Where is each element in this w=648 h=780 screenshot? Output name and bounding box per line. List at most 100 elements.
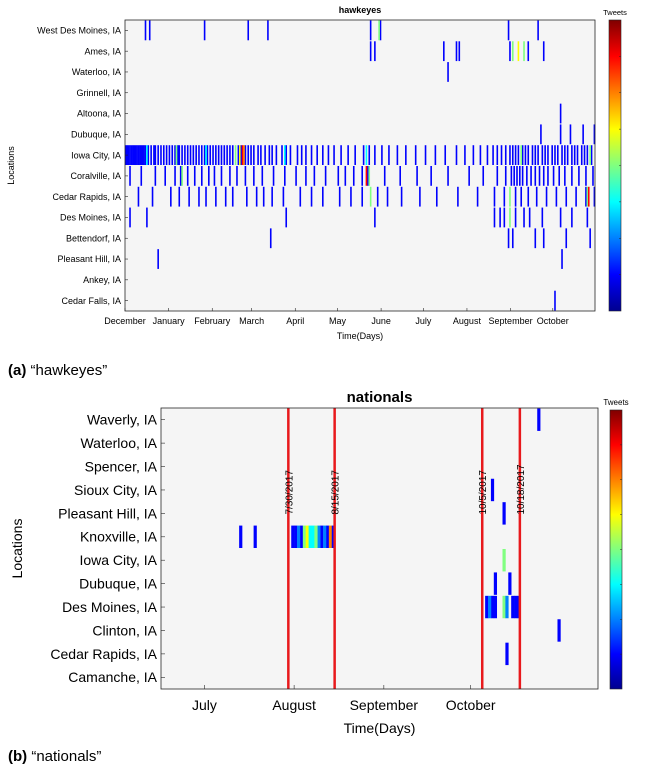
heat-cell <box>129 207 131 228</box>
heat-cell <box>244 145 247 165</box>
heat-cell <box>352 166 355 186</box>
heat-cell <box>444 145 447 165</box>
location-label: Iowa City, IA <box>71 150 121 160</box>
location-label: Waterloo, IA <box>72 67 121 77</box>
heat-cell <box>399 166 401 186</box>
heat-cell <box>150 145 152 165</box>
heat-cell <box>209 145 212 165</box>
heat-cell <box>457 186 459 207</box>
heat-cell <box>388 145 390 165</box>
month-label: August <box>272 697 316 713</box>
chart-title: nationals <box>347 389 413 406</box>
heat-cell <box>537 20 539 41</box>
event-line-label: 10/5/2017 <box>478 470 489 515</box>
heat-cell <box>281 145 283 165</box>
heat-cell <box>144 20 147 41</box>
heat-cell <box>511 145 514 165</box>
heat-cell <box>193 166 196 186</box>
heat-cell <box>369 41 372 62</box>
heat-cell <box>405 145 407 165</box>
heat-cell <box>376 186 379 207</box>
heat-cell <box>513 166 515 186</box>
colorbar-label: Tweets <box>603 398 628 407</box>
heat-cell <box>299 186 302 207</box>
heat-cell <box>291 525 295 548</box>
location-label: Ames, IA <box>84 46 121 56</box>
heat-cell <box>261 166 264 186</box>
heat-cell <box>455 41 458 62</box>
heat-cell <box>527 145 530 165</box>
heat-cell <box>323 525 327 548</box>
heat-cell <box>472 145 475 165</box>
heat-cell <box>271 145 273 165</box>
heat-cell <box>443 41 445 62</box>
heat-cell <box>538 166 541 186</box>
heat-cell <box>247 145 250 165</box>
heat-cell <box>284 145 286 165</box>
heat-cell <box>198 145 200 165</box>
heat-cell <box>340 145 342 165</box>
heat-cell <box>257 145 259 165</box>
heat-cell <box>485 595 489 619</box>
heat-cell <box>447 166 449 186</box>
heat-cell <box>488 595 492 619</box>
location-label: Dubuque, IA <box>79 576 157 592</box>
heat-cell <box>455 145 458 165</box>
heat-cell <box>516 166 518 186</box>
heat-cell <box>493 186 496 207</box>
heat-cell <box>576 145 579 165</box>
heat-cell <box>578 166 580 186</box>
heat-cell <box>331 525 335 548</box>
heat-cell <box>272 166 275 186</box>
heat-cell <box>396 145 399 165</box>
heat-cell <box>154 145 157 165</box>
heat-cell <box>369 20 372 41</box>
heat-cell <box>561 249 563 269</box>
heat-cell <box>582 124 584 145</box>
heat-cell <box>327 145 330 165</box>
heat-cell <box>374 145 376 165</box>
heat-cell <box>157 249 159 269</box>
heat-cell <box>520 186 523 207</box>
heat-cell <box>200 166 203 186</box>
heat-cell <box>244 166 247 186</box>
heat-cell <box>224 186 227 207</box>
heat-cell <box>338 186 341 207</box>
heat-cell <box>383 166 386 186</box>
event-line-label: 7/30/2017 <box>284 470 295 515</box>
heat-cell <box>502 502 506 525</box>
heat-cell <box>400 186 403 207</box>
location-label: Clinton, IA <box>92 622 157 638</box>
heat-cell <box>151 186 154 207</box>
heat-cell <box>592 166 594 186</box>
location-label: Bettendorf, IA <box>66 233 121 243</box>
heat-cell <box>368 145 371 165</box>
heat-cell <box>571 207 573 228</box>
heat-cell <box>208 166 210 186</box>
heat-cell <box>226 145 228 165</box>
heat-cell <box>139 145 141 165</box>
location-label: Des Moines, IA <box>60 213 121 223</box>
heat-cell <box>141 145 144 165</box>
location-label: Waterloo, IA <box>80 435 157 451</box>
heat-cell <box>305 166 307 186</box>
heat-cell <box>583 145 586 165</box>
heat-cell <box>236 166 238 186</box>
heat-cell <box>253 145 255 165</box>
heat-cell <box>434 145 437 165</box>
month-label: July <box>415 316 432 326</box>
heat-cell <box>509 41 511 62</box>
heat-cell <box>559 207 562 228</box>
heat-cell <box>231 145 234 165</box>
heat-cell <box>368 166 371 186</box>
heat-cell <box>140 145 143 165</box>
heat-cell <box>590 145 593 165</box>
heat-cell <box>269 228 272 249</box>
heat-cell <box>295 166 297 186</box>
heat-cell <box>170 186 172 207</box>
location-label: Pleasant Hill, IA <box>58 505 157 521</box>
caption-b-text: “nationals” <box>31 748 102 765</box>
heat-cell <box>516 595 521 619</box>
heat-cell <box>262 186 265 207</box>
heat-cell <box>541 145 544 165</box>
